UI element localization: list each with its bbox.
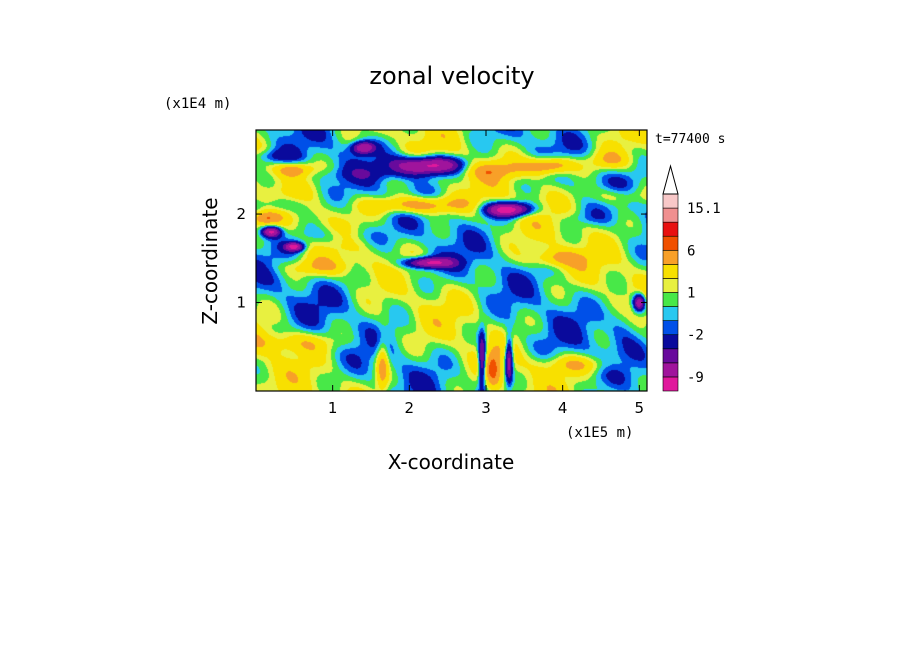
- colorbar-swatch: [662, 221, 679, 237]
- x-tick-label: 4: [558, 399, 568, 417]
- colorbar-tick-label: -9: [687, 370, 704, 386]
- y-axis-unit: (x1E4 m): [164, 96, 231, 112]
- colorbar-swatch: [662, 306, 679, 321]
- colorbar-swatch: [662, 334, 679, 350]
- colorbar-swatch: [662, 348, 679, 364]
- colorbar-tick-label: 6: [687, 243, 695, 259]
- x-axis-label: X-coordinate: [388, 450, 515, 474]
- velocity-field: [256, 130, 647, 391]
- x-tick-label: 1: [328, 399, 338, 417]
- x-tick-label: 5: [635, 399, 645, 417]
- x-tick-label: 2: [405, 399, 415, 417]
- plot-frame: [255, 129, 648, 392]
- colorbar-swatch: [662, 193, 679, 209]
- chart-title: zonal velocity: [369, 62, 534, 90]
- colorbar-swatch: [662, 292, 679, 307]
- colorbar-swatch: [662, 376, 679, 392]
- colorbar-swatch: [662, 264, 679, 279]
- colorbar-swatch: [662, 235, 679, 251]
- colorbar-tick-label: 1: [687, 286, 695, 302]
- y-tick-label: 2: [236, 205, 246, 223]
- y-axis-label: Z-coordinate: [198, 197, 222, 324]
- colorbar: 15.1 6 1 -2 -9: [662, 164, 721, 392]
- colorbar-swatch: [662, 207, 679, 223]
- y-ticks: 12: [236, 205, 647, 312]
- colorbar-extend-arrow: [662, 164, 679, 195]
- x-ticks: 1 2 3 4 5: [328, 130, 644, 417]
- colorbar-swatch: [662, 362, 679, 378]
- colorbar-swatch: [662, 278, 679, 293]
- time-label: t=77400 s: [655, 132, 725, 147]
- colorbar-tick-label: 15.1: [687, 201, 721, 217]
- colorbar-swatch: [662, 249, 679, 265]
- x-axis-unit: (x1E5 m): [566, 425, 633, 441]
- y-tick-label: 1: [236, 294, 246, 312]
- colorbar-tick-label: -2: [687, 328, 704, 344]
- colorbar-swatch: [662, 320, 679, 336]
- x-tick-label: 3: [481, 399, 491, 417]
